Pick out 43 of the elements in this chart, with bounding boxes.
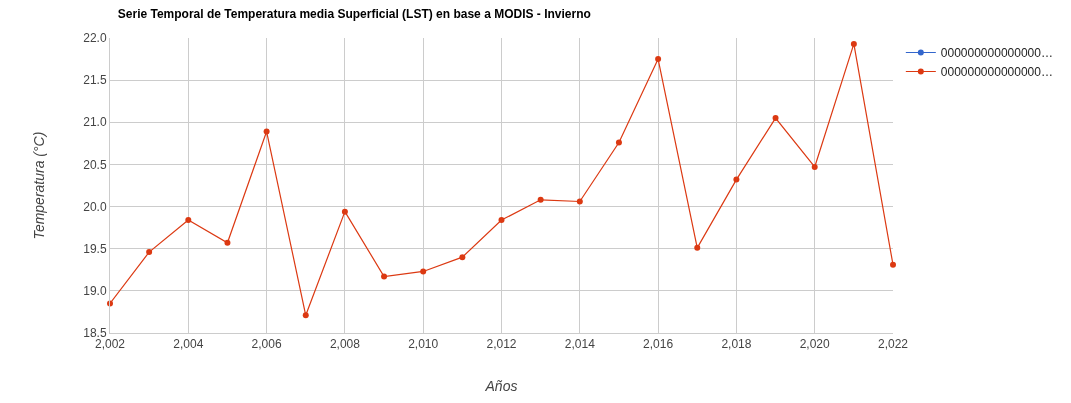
x-axis-title: Años: [484, 377, 518, 394]
y-tick-label: 20.5: [83, 157, 107, 172]
x-tick-label: 2,012: [486, 337, 517, 352]
x-tick-label: 2,004: [173, 337, 204, 352]
y-tick-label: 22.0: [83, 31, 107, 46]
point: [537, 196, 544, 203]
x-tick-label: 2,008: [329, 337, 361, 352]
legend-label: 000000000000000…: [940, 65, 1053, 80]
point: [146, 249, 153, 256]
y-tick-label: 19.5: [83, 241, 107, 256]
chart-title: Serie Temporal de Temperatura media Superficial (LST) en base a MODIS - Invierno: [117, 7, 591, 22]
x-tick-label: 2,016: [643, 337, 674, 352]
point: [772, 115, 779, 122]
x-tick-label: 2,010: [408, 337, 439, 352]
point: [890, 261, 896, 268]
point: [811, 163, 818, 170]
point: [185, 217, 192, 224]
x-tick-label: 2,020: [799, 337, 831, 352]
x-tick-label: 2,006: [251, 337, 282, 352]
point: [341, 208, 348, 215]
point: [576, 198, 583, 205]
y-tick-label: 21.0: [83, 115, 107, 130]
point: [224, 239, 231, 246]
y-tick-label: 20.0: [83, 199, 107, 214]
point: [655, 56, 662, 63]
point: [263, 128, 270, 135]
point: [498, 217, 505, 224]
y-tick-label: 21.5: [83, 73, 107, 88]
point: [850, 40, 857, 47]
x-tick-label: 2,014: [564, 337, 596, 352]
point: [694, 244, 701, 251]
point: [459, 254, 466, 261]
point: [420, 268, 427, 275]
point: [615, 139, 622, 146]
y-tick-label: 19.0: [83, 284, 107, 299]
legend-label: 000000000000000…: [940, 46, 1053, 61]
x-tick-label: 2,002: [94, 337, 126, 352]
point: [381, 273, 388, 280]
x-tick-label: 2,022: [877, 337, 909, 352]
point: [302, 312, 309, 319]
y-axis-title: Temperatura (°C): [30, 131, 47, 240]
x-tick-label: 2,018: [721, 337, 752, 352]
point: [733, 176, 740, 183]
